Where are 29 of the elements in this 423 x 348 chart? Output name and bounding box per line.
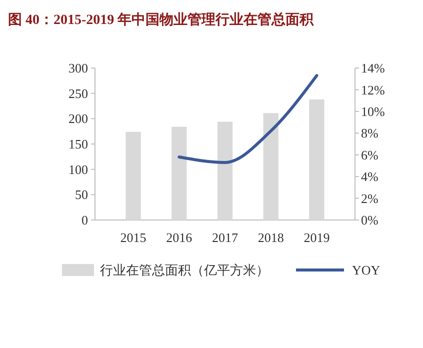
y2-tick-label: 14%: [361, 60, 385, 76]
bar: [172, 126, 187, 220]
legend-label: 行业在管总面积（亿平方米）: [100, 262, 269, 278]
y2-tick-label: 0%: [361, 212, 378, 228]
bar: [126, 132, 141, 220]
legend-label: YOY: [352, 262, 381, 278]
y2-tick-label: 4%: [361, 169, 378, 184]
y-tick-label: 250: [68, 86, 88, 101]
y-tick-label: 200: [68, 111, 88, 126]
y-tick-label: 300: [68, 60, 88, 76]
y2-tick-label: 12%: [361, 82, 385, 98]
bar: [309, 99, 324, 220]
x-tick-label: 2018: [258, 230, 284, 245]
line-series: [178, 74, 318, 164]
x-tick-label: 2019: [304, 230, 330, 245]
y-tick-label: 150: [68, 136, 88, 152]
x-tick-label: 2016: [166, 230, 193, 245]
y-tick-label: 100: [68, 162, 88, 177]
y-tick-label: 50: [75, 187, 88, 202]
y2-tick-label: 2%: [361, 190, 378, 206]
bar: [263, 113, 278, 220]
x-tick-label: 2017: [212, 230, 238, 245]
y-tick-label: 0: [82, 212, 88, 228]
y2-tick-label: 10%: [361, 104, 385, 119]
y2-tick-label: 8%: [361, 126, 378, 141]
x-tick-label: 2015: [120, 230, 146, 245]
chart-title: 图 40：2015-2019 年中国物业管理行业在管总面积: [8, 12, 315, 28]
bar: [217, 122, 233, 220]
y2-tick-label: 6%: [361, 147, 378, 162]
